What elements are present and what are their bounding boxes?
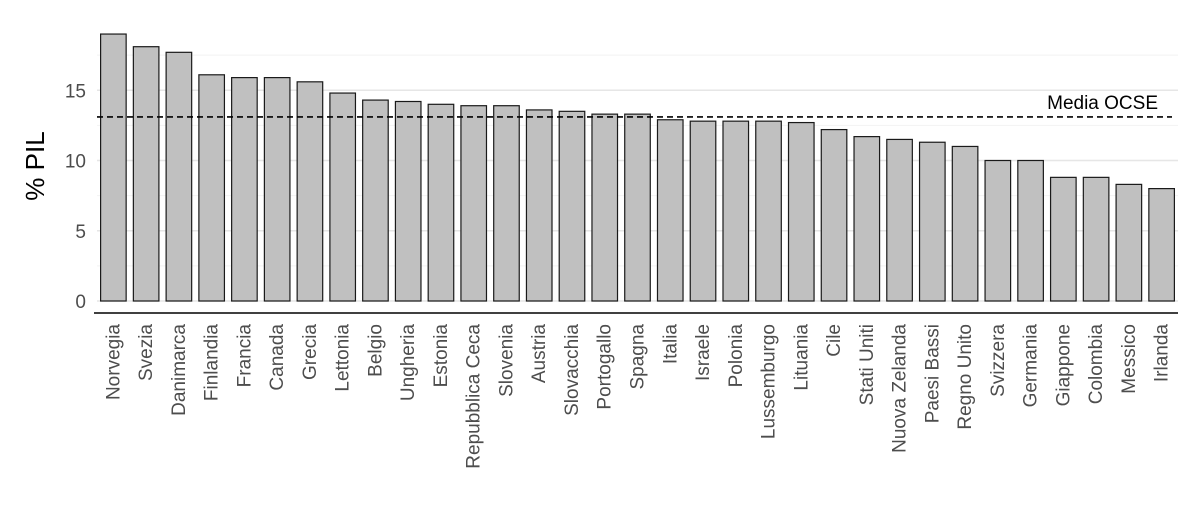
bar-lituania xyxy=(787,121,815,302)
x-tick-label: Stati Uniti xyxy=(857,324,878,405)
x-tick-label: Messico xyxy=(1119,324,1140,394)
x-tick-label: Estonia xyxy=(431,324,452,388)
x-tick-label: Canada xyxy=(267,324,288,391)
y-tick-label: 10 xyxy=(65,152,86,173)
x-tick-label: Spagna xyxy=(628,324,649,390)
bar-repubblica-ceca xyxy=(460,105,488,302)
bar-ungheria xyxy=(394,100,422,302)
reference-line-label: Media OCSE xyxy=(1047,93,1158,114)
x-tick-label: Ungheria xyxy=(398,324,419,402)
x-tick-label: Slovacchia xyxy=(562,324,583,416)
x-tick-label: Irlanda xyxy=(1152,324,1173,383)
x-tick-label: Polonia xyxy=(726,324,747,388)
bar-italia xyxy=(656,119,684,302)
x-tick-label: Regno Unito xyxy=(955,324,976,430)
x-tick-label: Portogallo xyxy=(595,324,616,410)
x-tick-labels: Norvegia Svezia Danimarca Finlandia Francia C… xyxy=(103,324,1172,469)
x-tick-label: Lussemburgo xyxy=(759,324,780,439)
x-tick-label: Lituania xyxy=(791,324,812,391)
x-tick-label: Colombia xyxy=(1086,324,1107,405)
x-tick-label: Germania xyxy=(1021,324,1042,408)
bar-canada xyxy=(263,77,291,302)
bar-paesi-bassi xyxy=(918,141,946,302)
x-tick-label: Lettonia xyxy=(333,324,354,392)
x-tick-label: Giappone xyxy=(1053,324,1074,406)
bar-austria xyxy=(525,109,553,302)
bar-regno-unito xyxy=(951,145,979,302)
bar-belgio xyxy=(362,99,389,302)
y-tick-labels: 0 5 10 15 xyxy=(65,81,86,313)
bar-portogallo xyxy=(591,113,619,302)
x-tick-label: Israele xyxy=(693,324,714,381)
x-tick-label: Finlandia xyxy=(202,324,223,402)
x-tick-label: Paesi Bassi xyxy=(922,324,943,423)
bar-slovacchia xyxy=(558,110,586,302)
x-tick-label: Svizzera xyxy=(988,324,1009,397)
bar-estonia xyxy=(427,103,455,302)
reference-line-group: Media OCSE xyxy=(97,93,1172,118)
bar-lettonia xyxy=(329,92,357,302)
bars xyxy=(100,33,1175,302)
bar-messico xyxy=(1115,183,1143,302)
bar-norvegia xyxy=(100,33,127,302)
bar-svizzera xyxy=(984,159,1012,302)
bar-colombia xyxy=(1082,176,1110,302)
y-tick-label: 0 xyxy=(75,292,86,313)
bar-israele xyxy=(689,120,717,302)
x-tick-label: Cile xyxy=(824,324,845,357)
x-tick-label: Italia xyxy=(660,324,681,365)
bar-grecia xyxy=(296,81,324,302)
bar-polonia xyxy=(722,120,750,302)
x-tick-label: Belgio xyxy=(365,324,386,377)
bar-danimarca xyxy=(165,51,193,302)
bar-svezia xyxy=(132,46,160,302)
x-tick-label: Francia xyxy=(234,324,255,388)
x-tick-label: Danimarca xyxy=(169,324,190,416)
bar-giappone xyxy=(1049,176,1077,302)
x-tick-label: Austria xyxy=(529,324,550,384)
bar-stati-uniti xyxy=(853,136,881,302)
y-tick-label: 5 xyxy=(75,222,86,243)
y-axis-label: % PIL xyxy=(20,131,50,200)
bar-irlanda xyxy=(1148,188,1175,302)
bar-finlandia xyxy=(198,74,226,302)
x-tick-label: Slovenia xyxy=(496,324,517,397)
x-tick-label: Norvegia xyxy=(103,324,124,400)
bar-germania xyxy=(1017,159,1044,302)
bar-francia xyxy=(231,77,258,302)
x-tick-label: Nuova Zelanda xyxy=(890,324,911,453)
bar-lussemburgo xyxy=(755,120,782,302)
bar-cile xyxy=(820,128,848,302)
bar-slovenia xyxy=(493,105,520,302)
bar-nuova-zelanda xyxy=(886,138,913,302)
x-tick-label: Grecia xyxy=(300,324,321,380)
x-tick-label: Repubblica Ceca xyxy=(464,324,485,469)
y-tick-label: 15 xyxy=(65,81,86,102)
x-tick-label: Svezia xyxy=(136,324,157,381)
bar-spagna xyxy=(624,113,651,302)
